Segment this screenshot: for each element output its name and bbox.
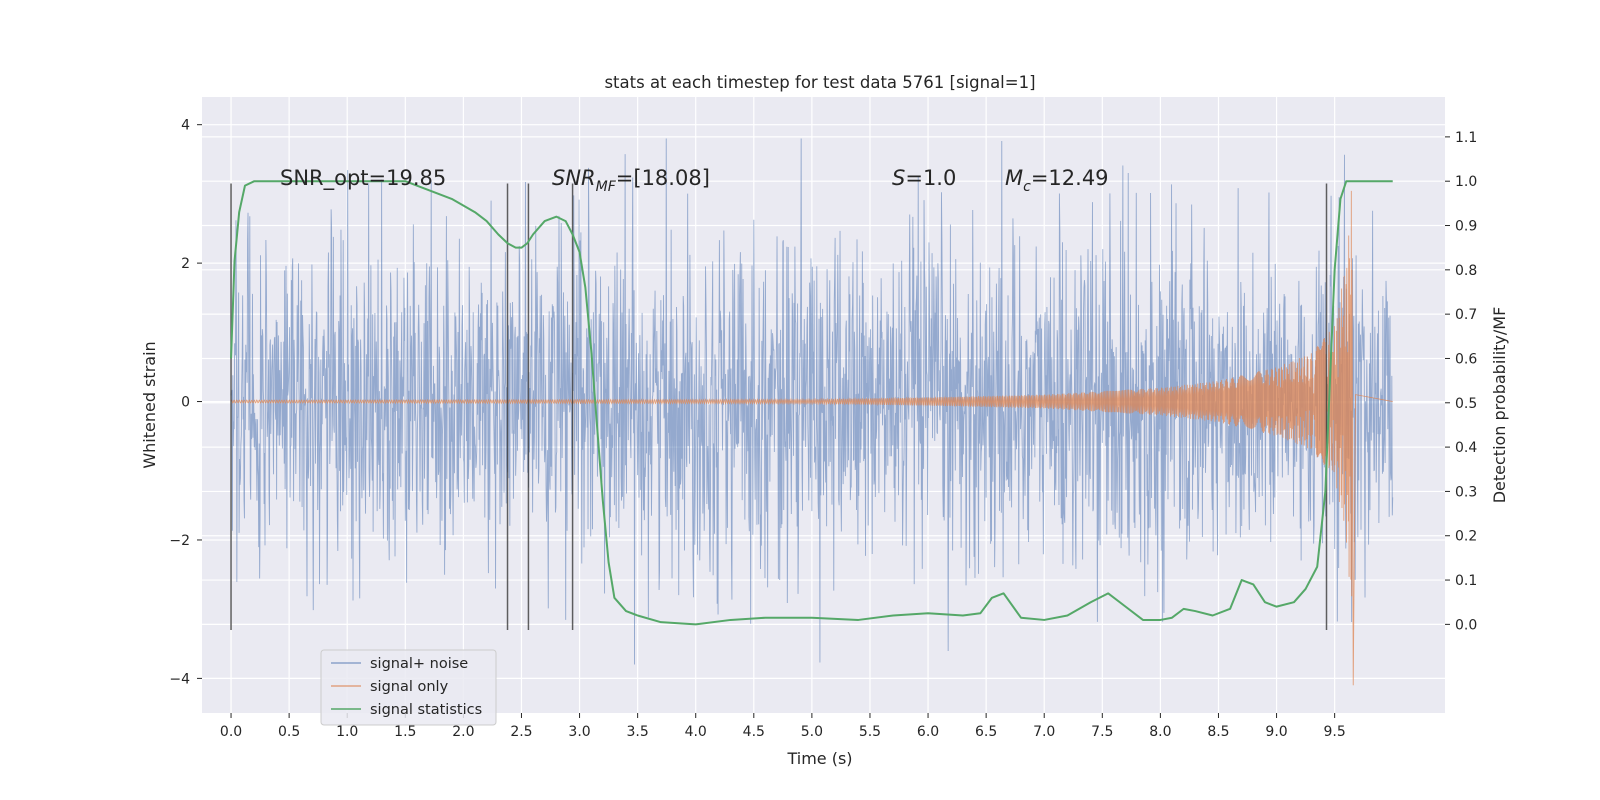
- signal-only-series: [230, 190, 1393, 686]
- x-tick-label: 4.0: [685, 724, 707, 740]
- y2-tick-label: 0.5: [1455, 396, 1477, 412]
- legend-label-signal-only: signal only: [370, 679, 449, 695]
- y2-tick-label: 0.9: [1455, 219, 1477, 235]
- x-axis-title: Time (s): [786, 749, 852, 768]
- y2-tick-label: 0.8: [1455, 263, 1477, 279]
- x-tick-label: 7.5: [1091, 724, 1113, 740]
- y2-tick-label: 1.1: [1455, 130, 1477, 146]
- x-tick-label: 4.5: [743, 724, 765, 740]
- x-tick-label: 6.0: [917, 724, 939, 740]
- annotation-s: S=1.0: [892, 166, 956, 190]
- x-tick-label: 5.0: [801, 724, 823, 740]
- x-tick-label: 6.5: [975, 724, 997, 740]
- x-tick-label: 9.0: [1265, 724, 1287, 740]
- snr-mf-subscript: MF: [596, 179, 617, 195]
- y2-axis-title: Detection probability/MF: [1490, 307, 1509, 504]
- mc-value: =12.49: [1031, 166, 1109, 190]
- snr-mf-symbol: SNR: [552, 166, 596, 190]
- annotation-snr-opt: SNR_opt=19.85: [280, 166, 446, 191]
- x-tick-label: 8.0: [1149, 724, 1171, 740]
- mc-subscript: c: [1023, 179, 1031, 195]
- annotation-mc: Mc=12.49: [1005, 166, 1109, 195]
- chart-title: stats at each timestep for test data 576…: [604, 73, 1035, 92]
- s-symbol: S: [892, 166, 905, 190]
- signal-only-line: [230, 190, 1393, 686]
- y-tick-label: −4: [169, 671, 190, 687]
- x-tick-label: 0.5: [278, 724, 300, 740]
- snr-mf-value: =[18.08]: [616, 166, 710, 190]
- x-tick-label: 3.5: [626, 724, 648, 740]
- signal-noise-line: [230, 138, 1394, 665]
- y2-tick-label: 0.6: [1455, 351, 1477, 367]
- legend-box: [320, 649, 497, 726]
- x-tick-label: 1.5: [394, 724, 416, 740]
- x-tick-label: 8.5: [1207, 724, 1229, 740]
- y-tick-label: 4: [181, 118, 190, 134]
- axis-ticks: 0.0 0.5 1.0 1.5 2.0 2.5 3.0 3.5 4.0 4.5 5.0 5.5 6.0 6…: [169, 118, 1477, 740]
- x-tick-label: 2.0: [452, 724, 474, 740]
- y2-tick-label: 1.0: [1455, 174, 1477, 190]
- y2-tick-label: 0.3: [1455, 484, 1477, 500]
- x-tick-label: 2.5: [510, 724, 532, 740]
- signal-statistics-line: [230, 180, 1393, 626]
- y2-tick-label: 0.1: [1455, 573, 1477, 589]
- y2-tick-label: 0.2: [1455, 529, 1477, 545]
- x-tick-label: 7.0: [1033, 724, 1055, 740]
- legend-label-signal-noise: signal+ noise: [370, 656, 468, 672]
- annotation-snr-mf: SNRMF=[18.08]: [552, 166, 710, 195]
- mc-symbol: M: [1005, 166, 1023, 190]
- y2-tick-label: 0.4: [1455, 440, 1477, 456]
- y2-tick-label: 0.7: [1455, 307, 1477, 323]
- signal-statistics-series: [230, 180, 1393, 626]
- s-value: =1.0: [905, 166, 956, 190]
- signal-noise-series: [230, 138, 1394, 665]
- x-tick-label: 1.0: [336, 724, 358, 740]
- legend-label-signal-statistics: signal statistics: [370, 702, 482, 718]
- y-axis-title: Whitened strain: [140, 341, 159, 468]
- x-tick-label: 9.5: [1324, 724, 1346, 740]
- y2-tick-label: 0.0: [1455, 617, 1477, 633]
- x-tick-label: 0.0: [220, 724, 242, 740]
- vertical-markers: [230, 183, 1328, 630]
- y-tick-label: 0: [181, 395, 190, 411]
- y-tick-label: −2: [169, 533, 190, 549]
- x-tick-label: 5.5: [859, 724, 881, 740]
- y-tick-label: 2: [181, 256, 190, 272]
- annotations: SNR_opt=19.85 SNRMF=[18.08] S=1.0 Mc=12.…: [280, 166, 1109, 195]
- legend: signal+ noise signal only signal statist…: [320, 649, 497, 726]
- x-tick-label: 3.0: [568, 724, 590, 740]
